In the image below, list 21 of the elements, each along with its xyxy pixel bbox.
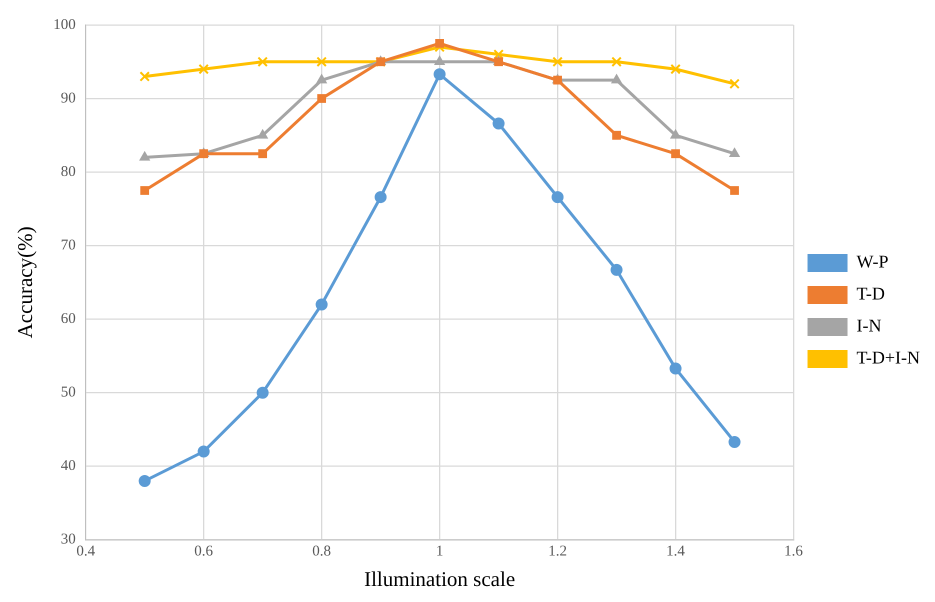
x-axis-title: Illumination scale (364, 566, 516, 591)
y-tick-label: 70 (60, 238, 76, 254)
y-tick-label: 30 (60, 532, 76, 548)
legend-label: T-D+I-N (856, 348, 920, 368)
y-tick-label: 90 (60, 90, 76, 106)
x-tick-label: 0.4 (76, 544, 96, 560)
legend-label: T-D (856, 284, 885, 304)
x-tick-label: 1.2 (548, 544, 567, 560)
x-tick-label: 1.6 (784, 544, 804, 560)
x-tick-label: 1 (436, 544, 444, 560)
y-tick-label: 40 (60, 458, 76, 474)
x-tick-label: 0.6 (194, 544, 214, 560)
y-tick-label: 80 (60, 164, 76, 180)
x-tick-label: 1.4 (666, 544, 686, 560)
x-tick-label: 0.8 (312, 544, 332, 560)
y-tick-label: 50 (60, 384, 76, 401)
legend-label: W-P (856, 252, 889, 272)
y-axis-title: Accuracy(%) (13, 226, 38, 338)
legend-label: I-N (856, 316, 882, 336)
y-tick-label: 100 (53, 16, 76, 33)
y-tick-label: 60 (60, 311, 76, 328)
